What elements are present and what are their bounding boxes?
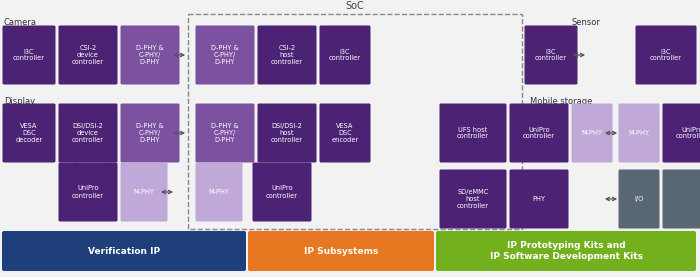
- FancyBboxPatch shape: [319, 104, 370, 163]
- Text: M-PHY: M-PHY: [209, 189, 230, 195]
- FancyBboxPatch shape: [619, 104, 659, 163]
- FancyBboxPatch shape: [3, 104, 55, 163]
- FancyBboxPatch shape: [510, 170, 568, 229]
- Text: I3C
controller: I3C controller: [650, 48, 682, 61]
- FancyBboxPatch shape: [3, 25, 55, 84]
- Text: Camera: Camera: [4, 18, 37, 27]
- FancyBboxPatch shape: [571, 104, 612, 163]
- FancyBboxPatch shape: [120, 104, 179, 163]
- Text: DSI/DSI-2
device
controller: DSI/DSI-2 device controller: [72, 123, 104, 143]
- Text: UFS host
controller: UFS host controller: [457, 127, 489, 140]
- Text: SoC: SoC: [346, 1, 365, 11]
- FancyBboxPatch shape: [636, 25, 696, 84]
- Text: D-PHY &
C-PHY/
D-PHY: D-PHY & C-PHY/ D-PHY: [211, 123, 239, 143]
- Text: UniPro
controller: UniPro controller: [266, 186, 298, 199]
- FancyBboxPatch shape: [662, 170, 700, 229]
- Text: UniPro
controller: UniPro controller: [676, 127, 700, 140]
- Text: M-PHY: M-PHY: [629, 130, 650, 136]
- Text: M-PHY: M-PHY: [582, 130, 603, 136]
- FancyBboxPatch shape: [59, 25, 118, 84]
- FancyBboxPatch shape: [436, 231, 696, 271]
- FancyBboxPatch shape: [253, 163, 312, 222]
- Text: Mobile storage: Mobile storage: [530, 97, 592, 106]
- Text: IP Subsystems: IP Subsystems: [304, 247, 378, 255]
- Text: UniPro
controller: UniPro controller: [72, 186, 104, 199]
- FancyBboxPatch shape: [619, 170, 659, 229]
- Text: VESA
DSC
decoder: VESA DSC decoder: [15, 123, 43, 143]
- Text: D-PHY &
C-PHY/
D-PHY: D-PHY & C-PHY/ D-PHY: [136, 123, 164, 143]
- FancyBboxPatch shape: [258, 104, 316, 163]
- FancyBboxPatch shape: [258, 25, 316, 84]
- Text: Verification IP: Verification IP: [88, 247, 160, 255]
- Text: VESA
DSC
encoder: VESA DSC encoder: [331, 123, 358, 143]
- Text: D-PHY &
C-PHY/
D-PHY: D-PHY & C-PHY/ D-PHY: [211, 45, 239, 65]
- Text: UniPro
controller: UniPro controller: [523, 127, 555, 140]
- Text: CSI-2
host
controller: CSI-2 host controller: [271, 45, 303, 65]
- Text: Chip-to-chip: Chip-to-chip: [62, 155, 113, 164]
- Bar: [188, 14, 522, 229]
- Text: PHY: PHY: [533, 196, 545, 202]
- FancyBboxPatch shape: [440, 104, 507, 163]
- Text: I3C
controller: I3C controller: [13, 48, 45, 61]
- FancyBboxPatch shape: [510, 104, 568, 163]
- FancyBboxPatch shape: [440, 170, 507, 229]
- FancyBboxPatch shape: [195, 163, 242, 222]
- Text: I/O: I/O: [634, 196, 644, 202]
- Text: I3C
controller: I3C controller: [535, 48, 567, 61]
- Text: DSI/DSI-2
host
controller: DSI/DSI-2 host controller: [271, 123, 303, 143]
- FancyBboxPatch shape: [2, 231, 246, 271]
- FancyBboxPatch shape: [120, 25, 179, 84]
- Text: D-PHY &
C-PHY/
D-PHY: D-PHY & C-PHY/ D-PHY: [136, 45, 164, 65]
- FancyBboxPatch shape: [59, 163, 118, 222]
- Text: Display: Display: [4, 97, 35, 106]
- FancyBboxPatch shape: [59, 104, 118, 163]
- Text: I3C
controller: I3C controller: [329, 48, 361, 61]
- Text: M-PHY: M-PHY: [134, 189, 155, 195]
- FancyBboxPatch shape: [195, 104, 255, 163]
- FancyBboxPatch shape: [248, 231, 434, 271]
- FancyBboxPatch shape: [662, 104, 700, 163]
- FancyBboxPatch shape: [319, 25, 370, 84]
- Text: Sensor: Sensor: [572, 18, 601, 27]
- Text: CSI-2
device
controller: CSI-2 device controller: [72, 45, 104, 65]
- FancyBboxPatch shape: [524, 25, 577, 84]
- FancyBboxPatch shape: [120, 163, 167, 222]
- Text: SD/eMMC
host
controller: SD/eMMC host controller: [457, 189, 489, 209]
- Text: IP Prototyping Kits and
IP Software Development Kits: IP Prototyping Kits and IP Software Deve…: [489, 241, 643, 261]
- FancyBboxPatch shape: [195, 25, 255, 84]
